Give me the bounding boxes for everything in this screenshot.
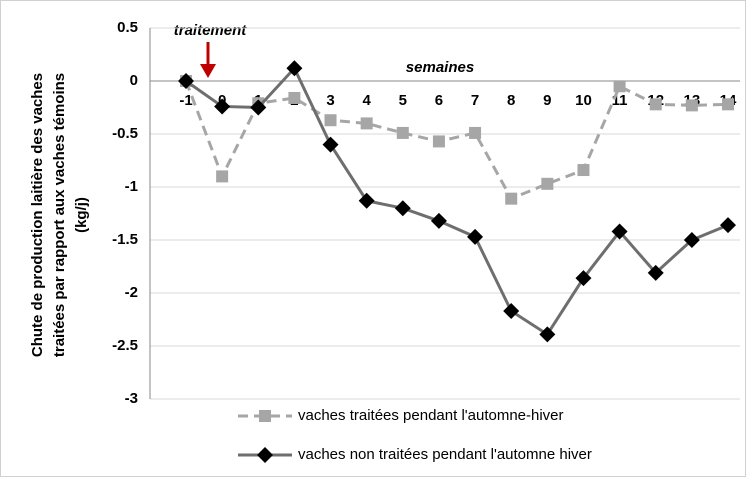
point	[396, 126, 409, 139]
point	[286, 60, 303, 77]
x-tick-label: 11	[612, 92, 628, 109]
series-line	[184, 80, 729, 201]
y-tick-label: -1	[125, 178, 138, 195]
point	[539, 326, 556, 343]
point	[575, 270, 592, 287]
point	[503, 303, 520, 320]
point	[322, 136, 339, 153]
point	[214, 98, 231, 115]
x-tick-label: -1	[179, 92, 192, 109]
y-axis-label-line: traitées par rapport aux vaches témoins	[51, 73, 68, 357]
point	[647, 264, 664, 281]
point	[178, 73, 194, 89]
point	[649, 98, 662, 111]
point	[288, 91, 301, 104]
point	[611, 223, 628, 240]
y-axis-label-line: Chute de production laitière des vaches	[29, 73, 46, 357]
point	[577, 164, 590, 177]
point	[360, 117, 373, 130]
point	[469, 126, 482, 139]
legend-label: vaches traitées pendant l'automne-hiver	[298, 407, 564, 424]
point	[432, 135, 445, 148]
y-axis-label: Chute de production laitière des vaches t…	[29, 73, 90, 357]
point	[541, 177, 554, 190]
y-axis-label-line: (kg/j)	[73, 197, 90, 233]
point	[467, 228, 484, 245]
x-tick-label: 8	[507, 92, 515, 109]
x-tick-label: 5	[399, 92, 407, 109]
series-line	[185, 65, 729, 337]
point	[683, 232, 700, 248]
point	[505, 192, 518, 205]
annotation: traitement	[174, 22, 248, 39]
point	[720, 217, 736, 234]
x-tick-label: 6	[435, 92, 443, 109]
x-tick-label: 7	[471, 92, 479, 109]
x-tick-label: 10	[575, 92, 592, 109]
point	[324, 114, 337, 127]
legend-label: vaches non traitées pendant l'automne hi…	[298, 446, 592, 463]
y-tick-label: 0	[130, 72, 138, 89]
legend-marker	[257, 447, 273, 463]
point	[358, 192, 375, 209]
x-tick-label: 4	[362, 92, 371, 109]
x-tick-label: 3	[326, 92, 334, 109]
y-tick-label: 0.5	[117, 19, 138, 36]
legend-marker	[259, 410, 271, 422]
point	[685, 99, 698, 112]
y-tick-label: -0.5	[112, 125, 138, 142]
annotation-arrowhead	[200, 64, 216, 78]
point	[430, 212, 447, 229]
point	[722, 98, 734, 111]
y-tick-label: -2	[125, 284, 138, 301]
y-tick-label: -1.5	[112, 231, 138, 248]
point	[394, 200, 411, 217]
point	[613, 80, 626, 93]
point	[216, 170, 229, 183]
point	[250, 99, 267, 116]
y-tick-label: -3	[125, 390, 138, 407]
y-tick-label: -2.5	[112, 337, 138, 354]
x-axis-label: semaines	[406, 59, 474, 76]
x-tick-label: 9	[543, 92, 551, 109]
